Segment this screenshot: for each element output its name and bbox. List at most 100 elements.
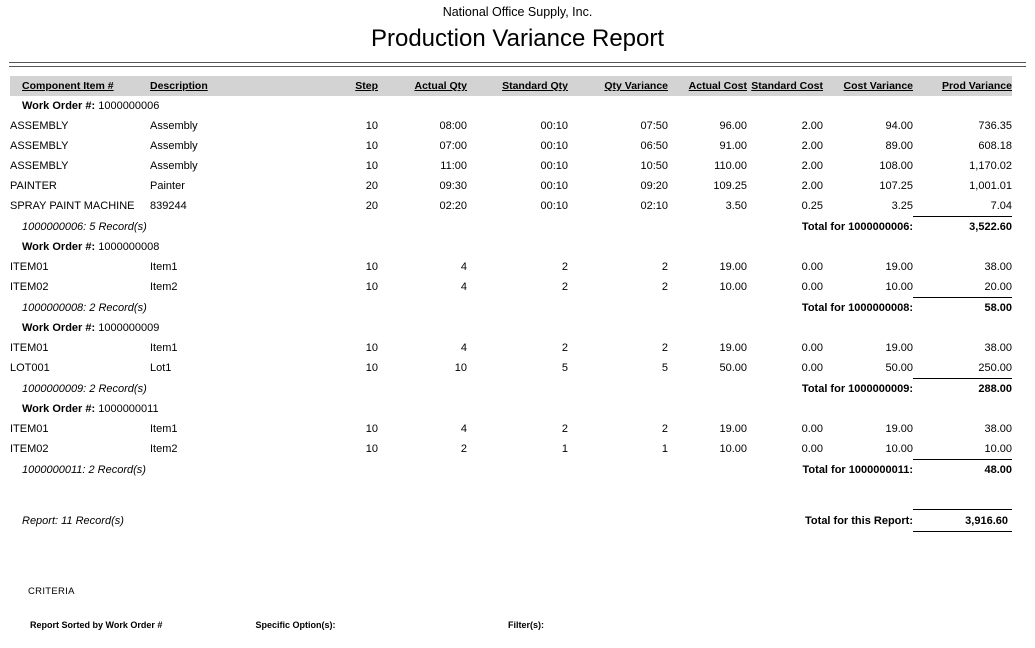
cell: PAINTER	[10, 180, 57, 192]
cell: 0.00	[801, 342, 823, 354]
cell: Item1	[150, 261, 178, 273]
cell: 736.35	[978, 120, 1012, 132]
group-total-value: 48.00	[913, 459, 1012, 480]
cell: 107.25	[879, 180, 913, 192]
cell: 09:30	[439, 180, 467, 192]
work-order-header-row: Work Order #: 1000000011	[10, 399, 1012, 419]
cell: 38.00	[984, 342, 1012, 354]
report-record-count: Report: 11 Record(s)	[22, 514, 124, 527]
cell: 109.25	[713, 180, 747, 192]
criteria-options-label: Specific Option(s):	[255, 620, 336, 630]
cell: 02:10	[640, 200, 668, 213]
cell: 0.00	[801, 261, 823, 273]
cell: 19.00	[885, 261, 913, 273]
table-row: PAINTER Painter 20 09:30 00:10 09:20 109.25 2.0…	[10, 176, 1012, 196]
cell: 4	[460, 281, 467, 294]
column-header-component-item: Component Item #	[10, 76, 150, 96]
group-record-count: 1000000011: 2 Record(s)	[22, 463, 146, 476]
cell: 91.00	[719, 140, 747, 152]
report-total-cell: 3,916.60	[913, 506, 1012, 535]
group-footer-row: 1000000008: 2 Record(s) Total for 1000000…	[10, 297, 1012, 318]
cell: ASSEMBLY	[10, 160, 69, 172]
cell: ITEM01	[10, 261, 49, 273]
group-total-value: 3,522.60	[913, 216, 1012, 237]
cell: 10	[365, 261, 378, 273]
group-footer-row: 1000000011: 2 Record(s) Total for 1000000…	[10, 459, 1012, 480]
table-row: ASSEMBLY Assembly 10 07:00 00:10 06:50 91.00 2.…	[10, 136, 1012, 156]
cell: ITEM02	[10, 443, 49, 456]
cell: 2.00	[801, 140, 823, 152]
cell: 4	[460, 261, 467, 273]
cell: 19.00	[719, 342, 747, 354]
work-order-number: 1000000009	[98, 322, 160, 334]
cell: 0.25	[801, 200, 823, 213]
cell: ASSEMBLY	[10, 140, 69, 152]
cell: 10.00	[984, 443, 1012, 455]
cell: 09:20	[640, 180, 668, 192]
report-summary-row: Report: 11 Record(s) Total for this Repo…	[10, 506, 1012, 535]
work-order-header-row: Work Order #: 1000000008	[10, 237, 1012, 257]
cell: 10	[365, 160, 378, 172]
report-total-value: 3,916.60	[913, 509, 1012, 532]
cell: 10:50	[640, 160, 668, 172]
work-order-label: Work Order #:	[22, 403, 96, 415]
cell: Assembly	[150, 120, 198, 132]
work-order-header: Work Order #: 1000000009	[10, 318, 1012, 338]
cell: 2.00	[801, 160, 823, 172]
cell: 250.00	[978, 362, 1012, 374]
cell: ITEM01	[10, 423, 49, 435]
cell: 4	[460, 342, 467, 354]
cell: 02:20	[439, 200, 467, 213]
table-row: ITEM01 Item1 10 4 2 2 19.00 0.00 19.00 38.00	[10, 338, 1012, 358]
group-total-label: Total for 1000000008:	[801, 301, 913, 314]
cell: 10	[365, 423, 378, 435]
cell: 10.00	[885, 281, 913, 294]
group-total-value: 288.00	[913, 378, 1012, 399]
group-total-value: 58.00	[913, 297, 1012, 318]
cell: 0.00	[801, 423, 823, 435]
column-header-step: Step	[310, 76, 378, 96]
cell: LOT001	[10, 362, 50, 375]
table-row: LOT001 Lot1 10 10 5 5 50.00 0.00 50.00 250.00	[10, 358, 1012, 379]
report-total-label: Total for this Report:	[805, 514, 913, 527]
cell: 4	[460, 423, 467, 435]
cell: 2	[460, 443, 467, 456]
work-order-number: 1000000008	[98, 241, 160, 253]
variance-table: Component Item # Description Step Actual…	[10, 76, 1012, 535]
cell: 00:10	[540, 180, 568, 192]
cell: 20.00	[984, 281, 1012, 293]
cell: ASSEMBLY	[10, 120, 69, 132]
column-header-actual-qty: Actual Qty	[378, 76, 467, 96]
work-order-header: Work Order #: 1000000011	[10, 399, 1012, 419]
cell: 10	[365, 362, 378, 375]
cell: 10	[365, 120, 378, 132]
report-title: Production Variance Report	[370, 25, 665, 52]
cell: 1	[561, 443, 568, 456]
cell: 1	[661, 443, 668, 456]
cell: 19.00	[885, 342, 913, 354]
cell: 10.00	[885, 443, 913, 456]
criteria-filters-label: Filter(s):	[508, 620, 545, 630]
work-order-header: Work Order #: 1000000008	[10, 237, 1012, 257]
cell: 2	[661, 423, 668, 435]
work-order-label: Work Order #:	[22, 322, 96, 334]
cell: 11:00	[440, 160, 467, 172]
column-header-standard-qty: Standard Qty	[467, 76, 568, 96]
work-order-number: 1000000006	[98, 100, 160, 112]
cell: 19.00	[719, 423, 747, 435]
company-name: National Office Supply, Inc.	[442, 5, 593, 19]
cell: 20	[365, 200, 378, 213]
cell: 108.00	[879, 160, 913, 172]
group-total-label: Total for 1000000011:	[802, 463, 913, 476]
spacer-row	[10, 480, 1012, 506]
cell: 00:10	[540, 160, 568, 172]
cell: 10	[454, 362, 467, 375]
table-row: ITEM01 Item1 10 4 2 2 19.00 0.00 19.00 38.00	[10, 419, 1012, 439]
cell: 94.00	[885, 120, 913, 132]
cell: 50.00	[719, 362, 747, 375]
cell: 07:50	[640, 120, 668, 132]
cell: 0.00	[801, 443, 823, 456]
table-row: ITEM01 Item1 10 4 2 2 19.00 0.00 19.00 38.00	[10, 257, 1012, 277]
cell: 839244	[150, 200, 187, 213]
cell: 96.00	[719, 120, 747, 132]
